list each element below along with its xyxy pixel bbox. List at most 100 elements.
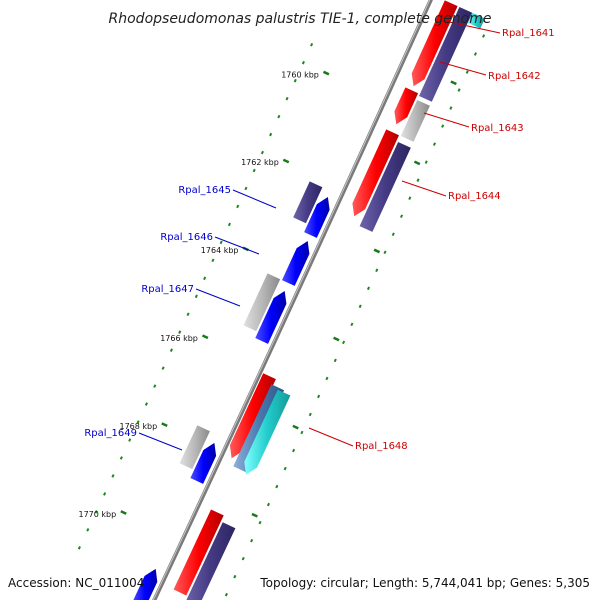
- backbone-circle: [152, 0, 433, 600]
- tick-mark-right: [413, 160, 421, 166]
- gray-feature: [243, 273, 281, 332]
- right-dot-ring: [224, 592, 228, 597]
- gene-label-reverse: Rpal_1645: [178, 185, 231, 196]
- label-layer: Rpal_1641 Rpal_1642 Rpal_1643 Rpal_1644 Rpal…: [84, 19, 555, 452]
- gene-label-reverse: Rpal_1649: [84, 428, 137, 439]
- gray-feature: [400, 100, 430, 142]
- right-dot-ring: [432, 142, 437, 146]
- reverse-cds: [133, 568, 158, 600]
- right-dot-ring: [358, 304, 362, 309]
- left-dot-ring: [77, 546, 81, 550]
- tick-mark: [161, 422, 168, 428]
- gene-label-forward: Rpal_1648: [355, 441, 408, 452]
- backbone-layer: [152, 0, 433, 600]
- reverse-cds: [255, 291, 287, 344]
- feature-layer: [133, 0, 485, 600]
- tick-mark-right: [251, 512, 258, 518]
- tick-label: 1764 kbp: [201, 246, 239, 255]
- left-dot-ring: [269, 132, 273, 137]
- left-dot-ring: [252, 168, 256, 173]
- tick-mark: [282, 158, 290, 164]
- left-dot-ring: [186, 312, 190, 317]
- left-dot-ring: [211, 258, 215, 263]
- gene-label-reverse: Rpal_1647: [141, 284, 194, 295]
- forward-cds: [352, 129, 399, 217]
- left-dot-ring: [119, 456, 123, 460]
- leader-line: [232, 189, 277, 209]
- right-dot-ring: [342, 340, 346, 345]
- right-dot-ring: [266, 502, 270, 507]
- right-dot-ring: [333, 358, 337, 363]
- tick-label: 1766 kbp: [160, 334, 198, 343]
- left-dot-ring: [136, 420, 140, 424]
- right-dot-ring: [457, 88, 461, 92]
- tick-label: 1770 kbp: [78, 510, 116, 519]
- leader-line: [439, 19, 501, 34]
- leader-line: [195, 288, 241, 307]
- right-dot-ring: [250, 538, 254, 543]
- right-dot-ring: [283, 466, 287, 471]
- left-dot-ring: [144, 402, 148, 406]
- leader-line: [138, 432, 183, 451]
- left-dot-ring: [161, 366, 165, 370]
- left-dot-ring: [236, 204, 240, 209]
- gene-label-forward: Rpal_1642: [488, 71, 541, 82]
- left-dot-ring: [219, 240, 223, 245]
- tick-mark: [322, 70, 330, 76]
- right-dot-ring: [292, 448, 296, 453]
- right-dot-ring: [300, 430, 304, 435]
- orf-block: [186, 522, 236, 600]
- right-dot-ring: [473, 52, 477, 56]
- forward-cds: [394, 87, 419, 125]
- tick-mark-right: [373, 248, 381, 254]
- right-dot-ring: [241, 556, 245, 561]
- gene-label-forward: Rpal_1643: [471, 123, 524, 134]
- gray-feature: [179, 425, 210, 470]
- right-dot-ring: [317, 394, 321, 399]
- left-dot-ring: [285, 96, 289, 101]
- cyan-feature: [467, 12, 485, 29]
- left-dot-ring: [178, 330, 182, 334]
- left-dot-ring: [86, 528, 90, 532]
- gene-label-reverse: Rpal_1646: [160, 232, 213, 243]
- leader-line: [423, 112, 470, 128]
- right-dot-ring: [275, 484, 279, 489]
- forward-cds: [173, 509, 224, 596]
- reverse-cds: [190, 442, 217, 484]
- right-dot-ring: [350, 322, 354, 327]
- left-dot-ring: [203, 276, 207, 281]
- leader-line: [439, 61, 487, 76]
- tick-mark-right: [292, 424, 299, 430]
- leader-line: [308, 427, 354, 447]
- backbone-highlight: [152, 0, 431, 600]
- right-dot-ring: [400, 214, 404, 218]
- right-dot-ring: [325, 376, 329, 381]
- tick-mark-right: [333, 336, 340, 342]
- leader-line: [214, 236, 260, 255]
- right-dot-ring: [308, 412, 312, 417]
- left-dot-ring: [244, 186, 248, 191]
- right-dot-ring: [449, 106, 453, 110]
- right-dot-ring: [383, 250, 387, 255]
- coordinate-dot-tracks: [77, 34, 486, 597]
- accession-text: Accession: NC_011004: [8, 576, 144, 590]
- orf-block: [293, 181, 323, 224]
- gene-label-forward: Rpal_1644: [448, 191, 501, 202]
- tick-label: 1762 kbp: [241, 158, 279, 167]
- orf-block: [359, 142, 411, 232]
- left-dot-ring: [277, 114, 281, 119]
- left-dot-ring: [260, 150, 264, 155]
- right-dot-ring: [233, 574, 237, 579]
- left-dot-ring: [310, 42, 314, 47]
- tick-label: 1768 kbp: [119, 422, 157, 431]
- tick-mark: [201, 334, 209, 340]
- right-dot-ring: [482, 34, 486, 38]
- left-dot-ring: [169, 348, 173, 352]
- left-dot-ring: [94, 510, 98, 514]
- orf-block: [419, 7, 473, 102]
- right-dot-ring: [258, 520, 262, 525]
- right-dot-ring: [465, 70, 469, 74]
- left-dot-ring: [301, 60, 305, 65]
